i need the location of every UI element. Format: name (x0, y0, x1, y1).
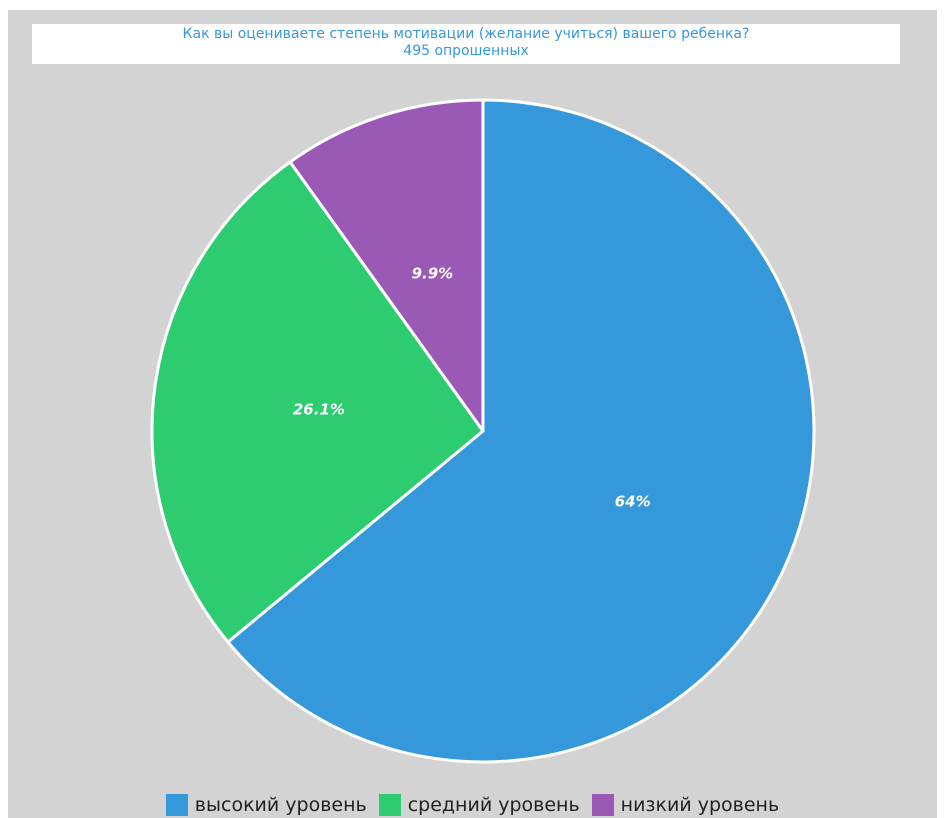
legend-swatch (378, 793, 401, 816)
chart-title-box: Как вы оцениваете степень мотивации (жел… (32, 24, 900, 64)
pie-slice-2 (150, 160, 485, 644)
pie-data-labels: 64% 26.1% 9.9% (293, 264, 651, 510)
legend-label: высокий уровень (194, 793, 367, 816)
legend-swatch (165, 793, 188, 816)
legend-label: низкий уровень (620, 793, 780, 816)
pie-data-label-1: 64% (615, 493, 651, 511)
legend-label: средний уровень (407, 793, 580, 816)
pie-data-label-2: 26.1% (293, 401, 345, 419)
chart-legend: высокий уровень средний уровень низкий уро… (0, 791, 945, 818)
legend-item-2[interactable]: средний уровень (378, 793, 580, 816)
chart-subtitle: 495 опрошенных (403, 43, 529, 59)
legend-swatch (591, 793, 614, 816)
pie-slices (150, 98, 816, 764)
chart-title: Как вы оцениваете степень мотивации (жел… (182, 26, 750, 42)
pie-data-label-3: 9.9% (412, 264, 454, 282)
pie-slice-1 (226, 98, 816, 764)
legend-item-1[interactable]: высокий уровень (165, 793, 367, 816)
pie-slice-3 (288, 98, 485, 433)
legend-item-3[interactable]: низкий уровень (591, 793, 780, 816)
